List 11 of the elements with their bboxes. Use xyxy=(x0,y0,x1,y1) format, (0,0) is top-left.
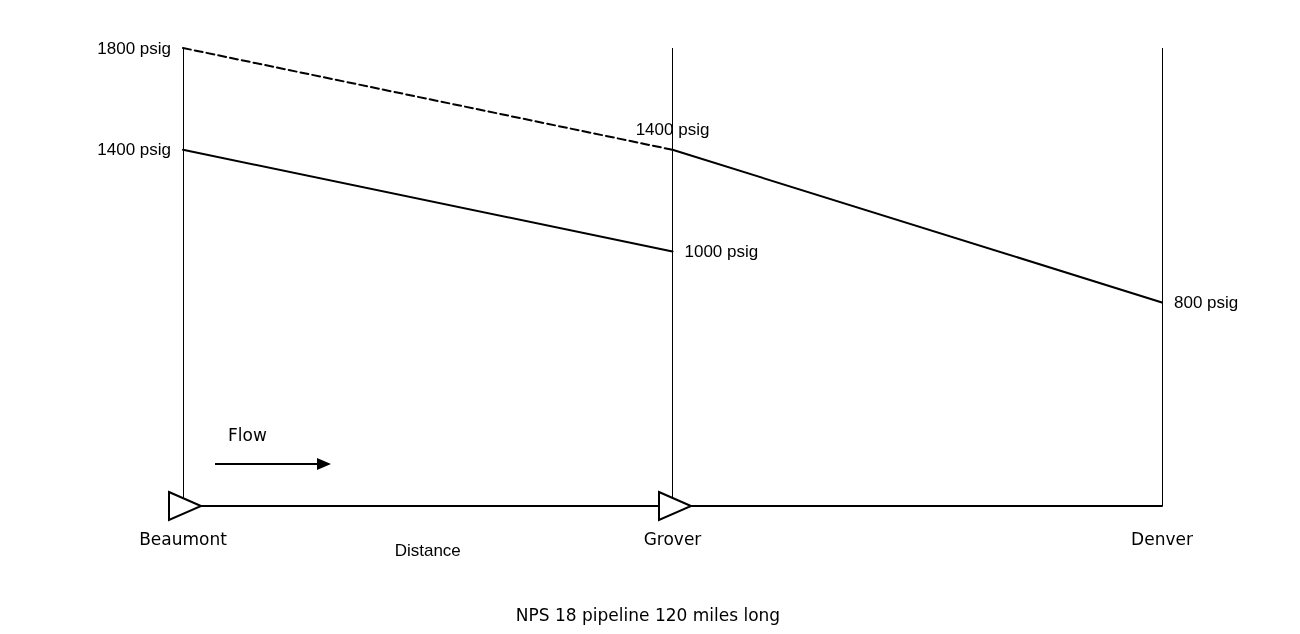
text: NPS 18 pipeline 120 miles long xyxy=(515,604,781,625)
data-label: 1800 psig xyxy=(97,38,171,58)
data-label: 1000 psig xyxy=(684,242,759,262)
x-tick-label: Denver xyxy=(1131,528,1193,549)
data-label: 1400 psig xyxy=(635,119,710,139)
data-label: 800 psig xyxy=(1174,292,1239,312)
x-axis-title: Distance xyxy=(394,541,461,560)
text: Flow xyxy=(228,424,267,445)
data-label: 1400 psig xyxy=(97,140,171,160)
x-tick-label: Beaumont xyxy=(139,528,228,549)
x-tick-label: Grover xyxy=(643,528,702,549)
